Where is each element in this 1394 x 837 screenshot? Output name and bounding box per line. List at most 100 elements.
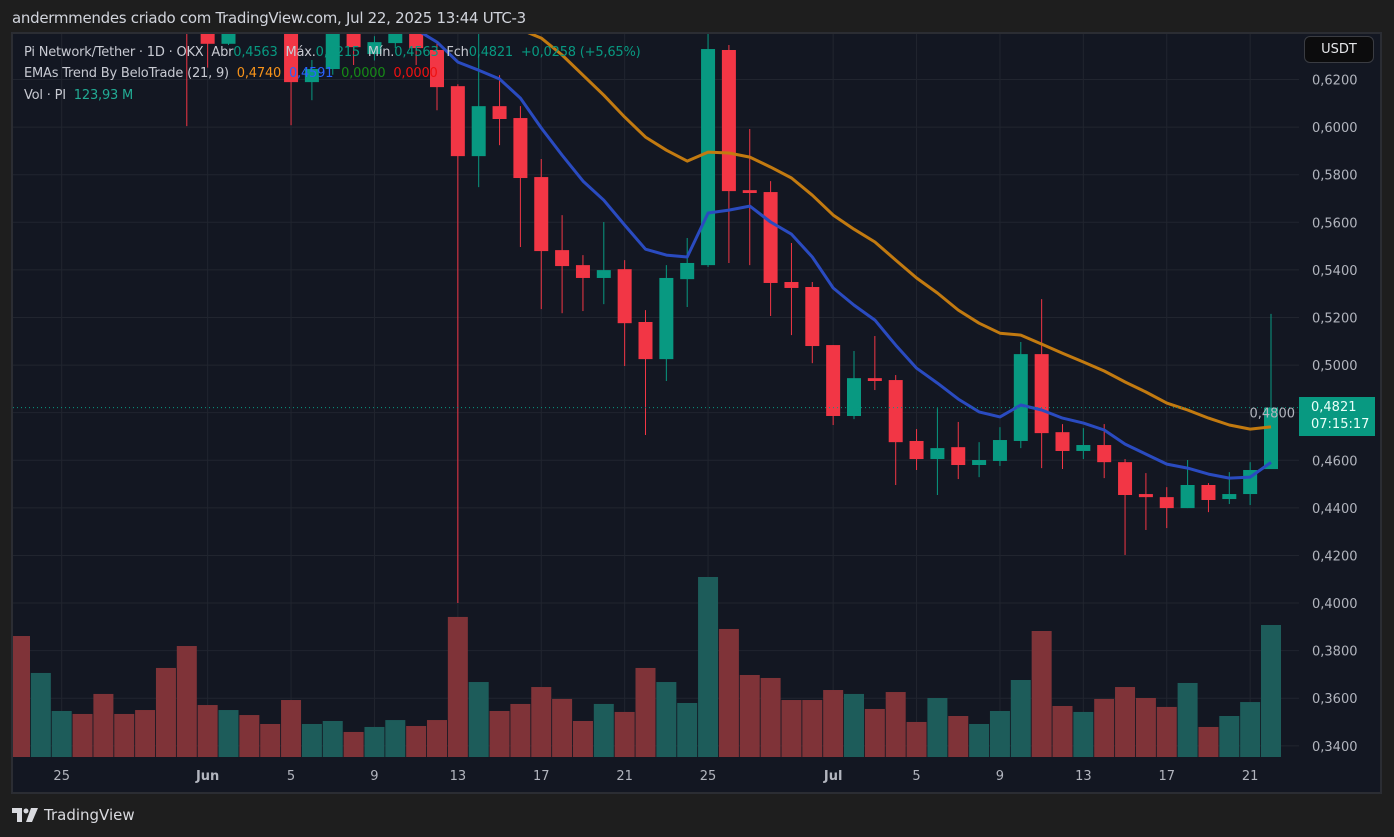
volume-bar: [1031, 631, 1052, 757]
volume-bar: [781, 700, 802, 757]
candle-body: [909, 440, 924, 460]
time-tick-label: 25: [700, 769, 717, 784]
volume-bar: [760, 677, 781, 757]
low-label: Mín.: [367, 45, 395, 60]
legend-indicator-row: EMAs Trend By BeloTrade (21, 9) 0,4740 0…: [24, 66, 438, 81]
time-tick-label: 9: [996, 769, 1004, 784]
time-axis[interactable]: 25 Jun 5 9 13 17 21 25 Jul 5 9 13 17 21: [53, 769, 1258, 784]
price-tick-label: 0,6000: [1312, 121, 1358, 136]
candle-body: [513, 118, 528, 179]
candle-body: [1138, 494, 1153, 498]
candle-body: [742, 190, 757, 194]
volume-bar: [552, 698, 573, 757]
time-tick-label: 13: [450, 769, 467, 784]
candle-body: [200, 34, 215, 44]
close-label: Fch: [446, 45, 469, 60]
ema9-value: 0,4591: [288, 66, 334, 81]
price-tick-label: 0,3800: [1312, 645, 1358, 660]
candle-body: [284, 34, 299, 83]
candle-body: [930, 448, 945, 460]
volume-bar: [739, 674, 760, 757]
volume-bar: [844, 693, 864, 757]
candle-body: [1180, 485, 1195, 509]
volume-bar: [1198, 726, 1219, 757]
candle-body: [534, 177, 549, 252]
candle-body: [867, 378, 882, 382]
volume-label[interactable]: Vol · PI: [24, 88, 66, 103]
tradingview-logo-icon: [12, 808, 38, 822]
change-value: +0,0258 (+5,65%): [520, 45, 641, 60]
candle-body: [1118, 462, 1133, 495]
candle-body: [304, 69, 319, 83]
volume-bar: [51, 710, 72, 757]
ema21-line: [527, 34, 1272, 431]
volume-bar: [1010, 679, 1031, 757]
volume-bar: [989, 710, 1010, 757]
last-price-tag: 0,4821 07:15:17: [1299, 397, 1375, 436]
candle-body: [617, 269, 632, 324]
volume-bar: [677, 703, 698, 757]
candles: [186, 13, 1278, 604]
candle-body: [1097, 445, 1112, 463]
last-price-value: 0,4821: [1311, 400, 1357, 415]
volume-bar: [510, 703, 531, 757]
time-tick-label: 13: [1075, 769, 1092, 784]
volume-bar: [427, 720, 447, 757]
candle-body: [951, 447, 966, 466]
low-value: 0,4563: [394, 45, 439, 60]
time-tick-label: 5: [912, 769, 920, 784]
candle-body: [763, 192, 778, 283]
candle-body: [638, 321, 653, 360]
footer-brand[interactable]: TradingView: [12, 806, 135, 824]
candle-body: [263, 13, 277, 20]
candle-body: [430, 49, 444, 88]
bar-countdown: 07:15:17: [1311, 417, 1370, 432]
candle-body: [388, 34, 403, 44]
symbol-name[interactable]: Pi Network/Tether · 1D · OKX: [24, 45, 204, 60]
open-label: Abr: [211, 45, 234, 60]
candle-body: [784, 282, 799, 288]
volume-bar: [718, 628, 739, 757]
candle-body: [805, 287, 820, 347]
candle-body: [1222, 494, 1237, 500]
volume-bar: [1052, 705, 1073, 757]
volume-bar: [176, 646, 197, 757]
legend-symbol-row: Pi Network/Tether · 1D · OKX Abr0,4563 M…: [24, 45, 641, 60]
ema21-value: 0,4740: [236, 66, 282, 81]
time-tick-label: 21: [616, 769, 633, 784]
candle-body: [1055, 432, 1070, 451]
volume-bar: [948, 715, 969, 757]
indicator-name[interactable]: EMAs Trend By BeloTrade (21, 9): [24, 66, 229, 81]
time-tick-label: 17: [533, 769, 550, 784]
volume-bar: [823, 690, 844, 757]
high-value: 0,5215: [315, 45, 360, 60]
volume-bar: [301, 723, 322, 757]
candle-body: [888, 380, 903, 443]
volume-bar: [572, 721, 593, 757]
close-value: 0,4821: [468, 45, 513, 60]
candle-body: [555, 250, 570, 267]
candle-body: [492, 106, 507, 120]
volume-bar: [364, 726, 385, 757]
volume-bar: [1240, 702, 1261, 757]
candle-body: [972, 460, 987, 466]
candle-body: [721, 49, 736, 192]
open-value: 0,4563: [233, 45, 278, 60]
brand-name: TradingView: [44, 806, 135, 824]
time-tick-label: 25: [53, 769, 70, 784]
ema9-line: [420, 34, 1272, 480]
price-tick-label: 0,5800: [1312, 169, 1358, 184]
candle-body: [701, 49, 716, 266]
volume-bar: [635, 667, 656, 757]
price-tick-label: 0,5200: [1312, 311, 1358, 326]
price-axis[interactable]: 0,3400 0,3600 0,3800 0,4000 0,4200 0,4400 0,46…: [1250, 74, 1358, 755]
candle-body: [1159, 497, 1174, 509]
candle-body: [367, 42, 382, 55]
volume-bar: [593, 703, 614, 757]
time-tick-label: 17: [1158, 769, 1175, 784]
volume-bar: [885, 692, 906, 757]
volume-bar: [13, 636, 30, 757]
candle-body: [242, 20, 256, 27]
currency-button[interactable]: USDT: [1304, 36, 1374, 63]
